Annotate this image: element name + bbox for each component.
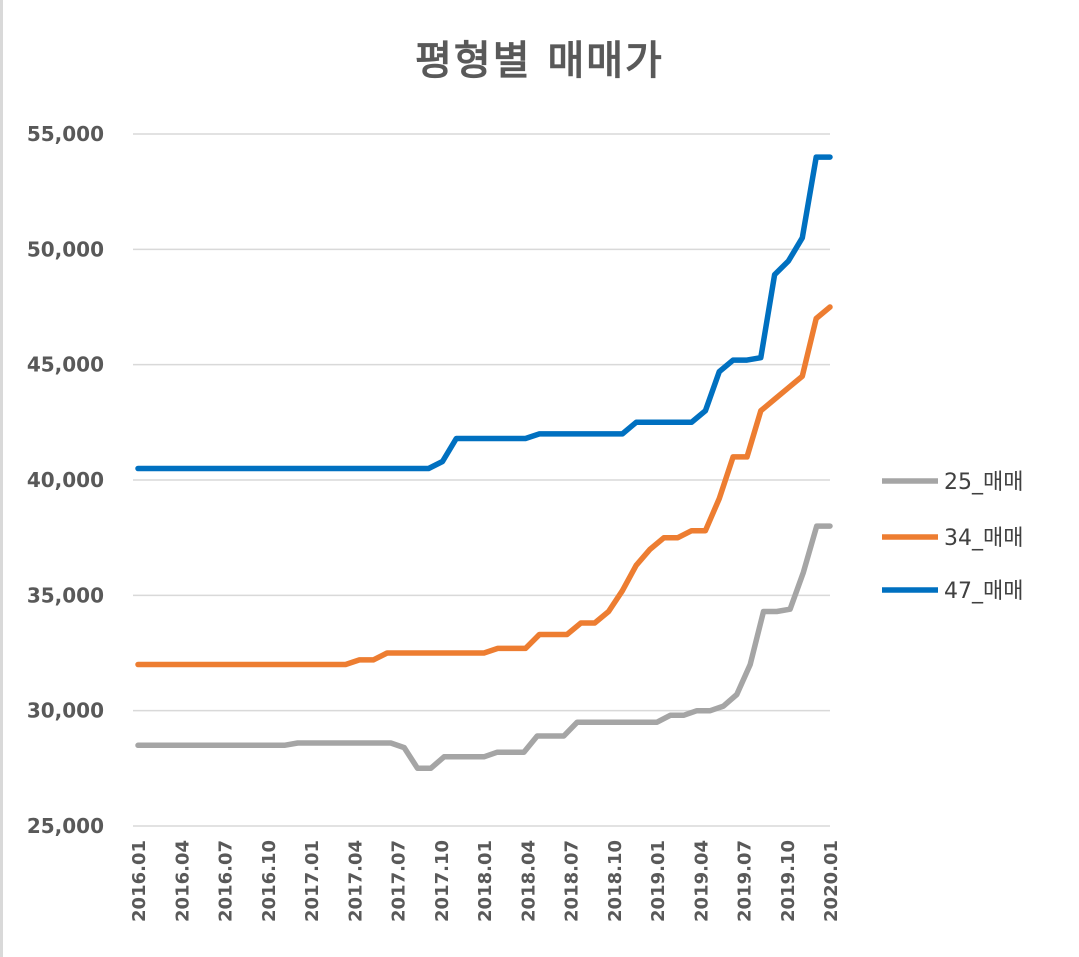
chart-title: 평형별 매매가 bbox=[415, 38, 664, 84]
legend: 25_매매 34_매매 47_매매 bbox=[882, 470, 1023, 604]
x-tick-label: 2019.01 bbox=[648, 840, 669, 922]
y-tick-label: 30,000 bbox=[27, 699, 104, 723]
x-axis-ticks: 2016.01 2016.04 2016.07 2016.10 2017.01 2017.… bbox=[129, 840, 842, 922]
y-tick-label: 55,000 bbox=[27, 122, 104, 146]
x-tick-label: 2016.07 bbox=[216, 840, 237, 922]
y-tick-label: 50,000 bbox=[27, 237, 104, 261]
x-tick-label: 2017.10 bbox=[432, 840, 453, 922]
series-line-47_매매 bbox=[135, 154, 833, 472]
legend-item: 25_매매 bbox=[882, 470, 1023, 495]
legend-item: 34_매매 bbox=[882, 526, 1023, 551]
x-tick-label: 2018.04 bbox=[518, 840, 539, 922]
x-tick-label: 2018.10 bbox=[605, 840, 626, 922]
legend-label: 47_매매 bbox=[944, 579, 1023, 604]
legend-label: 25_매매 bbox=[944, 470, 1023, 495]
legend-item: 47_매매 bbox=[882, 579, 1023, 604]
y-axis-ticks: 25,000 30,000 35,000 40,000 45,000 50,000 55,0… bbox=[27, 122, 104, 838]
x-tick-label: 2017.01 bbox=[302, 840, 323, 922]
y-tick-label: 40,000 bbox=[27, 468, 104, 492]
x-tick-label: 2019.10 bbox=[778, 840, 799, 922]
x-tick-label: 2019.04 bbox=[691, 840, 712, 922]
x-tick-label: 2016.01 bbox=[129, 840, 150, 922]
left-border bbox=[0, 0, 3, 957]
legend-label: 34_매매 bbox=[944, 526, 1023, 551]
y-tick-label: 25,000 bbox=[27, 814, 104, 838]
x-tick-label: 2018.01 bbox=[475, 840, 496, 922]
x-tick-label: 2019.07 bbox=[735, 840, 756, 922]
x-tick-label: 2020.01 bbox=[821, 840, 842, 922]
y-tick-label: 45,000 bbox=[27, 353, 104, 377]
series-lines bbox=[135, 154, 833, 772]
x-tick-label: 2017.04 bbox=[345, 840, 366, 922]
x-tick-label: 2017.07 bbox=[389, 840, 410, 922]
x-tick-label: 2016.04 bbox=[172, 840, 193, 922]
series-line-34_매매 bbox=[135, 304, 833, 668]
x-tick-label: 2016.10 bbox=[259, 840, 280, 922]
y-tick-label: 35,000 bbox=[27, 583, 104, 607]
x-tick-label: 2018.07 bbox=[562, 840, 583, 922]
series-line-25_매매 bbox=[135, 523, 833, 772]
